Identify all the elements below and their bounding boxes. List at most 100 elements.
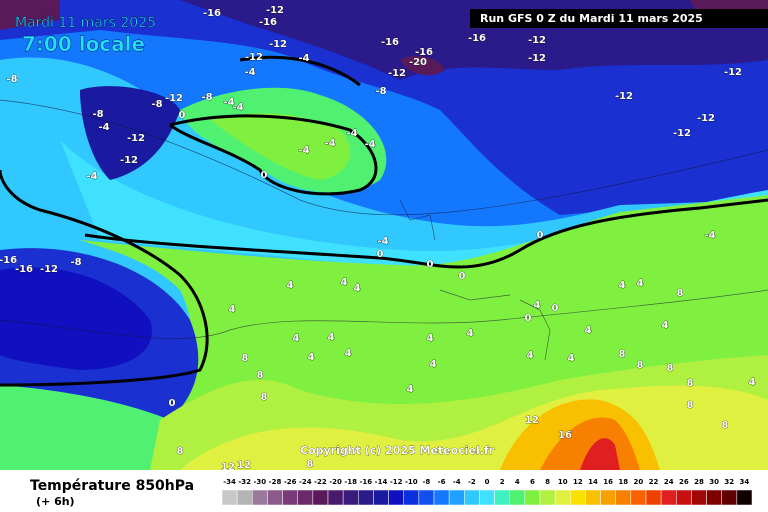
scale-label: -26 [284, 478, 297, 486]
scale-label: 18 [618, 478, 628, 486]
scale-swatch [691, 489, 707, 506]
contour-label: 8 [177, 446, 184, 457]
contour-label: -12 [673, 128, 691, 139]
contour-label: 4 [534, 300, 541, 311]
date: Mardi 11 mars 2025 [15, 15, 156, 31]
scale-label: -8 [423, 478, 431, 486]
scale-swatch [706, 489, 722, 506]
scale-label: -30 [254, 478, 267, 486]
contour-label: -4 [223, 97, 234, 108]
contour-label: 4 [637, 278, 644, 289]
scale-label: -20 [329, 478, 342, 486]
contour-label: 12 [221, 462, 235, 473]
scale-label: 14 [588, 478, 598, 486]
scale-swatch [600, 489, 616, 506]
contour-label: 4 [229, 304, 236, 315]
contour-label: 4 [585, 325, 592, 336]
contour-label: 8 [687, 400, 694, 411]
contour-label: -4 [86, 171, 97, 182]
scale-swatch [615, 489, 632, 506]
contour-label: 4 [427, 333, 434, 344]
contour-label: -8 [151, 99, 162, 110]
contour-label: -8 [92, 109, 103, 120]
scale-label: -34 [223, 478, 236, 486]
contour-label: 8 [677, 288, 684, 299]
scale-label: 24 [664, 478, 674, 486]
scale-swatch [282, 489, 298, 506]
scale-swatch [554, 489, 571, 506]
contour-label: 4 [287, 280, 294, 291]
scale-swatch [221, 489, 238, 506]
contour-label: -4 [98, 122, 109, 133]
scale-label: 2 [500, 478, 505, 486]
footer-step: (+ 6h) [36, 495, 75, 508]
scale-swatch [570, 489, 586, 506]
contour-label: 4 [354, 283, 361, 294]
contour-label: 8 [257, 370, 264, 381]
contour-label: -4 [377, 236, 388, 247]
isotherms [0, 55, 768, 387]
contour-label: -16 [0, 255, 17, 266]
scale-label: 26 [679, 478, 689, 486]
contour-label: 16 [558, 430, 572, 441]
scale-swatch [479, 489, 495, 506]
scale-swatch [585, 489, 601, 506]
scale-label: -10 [405, 478, 418, 486]
contour-label: -4 [364, 139, 375, 150]
contour-label: 0 [169, 398, 176, 409]
scale-swatch [236, 489, 253, 506]
contour-label: -12 [697, 113, 715, 124]
copyright: Copyright (c) 2025 Meteociel.fr [300, 444, 495, 457]
scale-label: 28 [694, 478, 704, 486]
scale-swatch [373, 489, 389, 506]
contour-label: 0 [377, 249, 384, 260]
scale-label: -4 [453, 478, 461, 486]
scale-label: -14 [375, 478, 388, 486]
scale-swatch [509, 489, 526, 506]
scale-label: 16 [603, 478, 613, 486]
scale-swatch [539, 489, 556, 506]
contour-label: -12 [388, 68, 406, 79]
contour-label: -4 [324, 138, 335, 149]
scale-swatch [494, 489, 510, 506]
contour-label: -16 [15, 264, 33, 275]
contour-label: -12 [269, 39, 287, 50]
contour-label: -8 [70, 257, 81, 268]
scale-label: -16 [360, 478, 373, 486]
contour-label: -12 [165, 93, 183, 104]
scale-swatch [342, 489, 359, 506]
contour-label: -8 [6, 74, 17, 85]
contour-label: 8 [722, 420, 729, 431]
contour-label: -4 [346, 128, 357, 139]
color-scale: -34 -32 -30 -28 -26 -24 -22 -20 -18 -16 -14 -12 -10-… [221, 478, 753, 506]
contour-label: 0 [427, 259, 434, 270]
contour-label: -4 [298, 145, 309, 156]
scale-swatch [524, 489, 541, 506]
scale-swatch [252, 489, 268, 506]
contour-label: 4 [527, 350, 534, 361]
scale-swatch [312, 489, 329, 506]
contour-label: 4 [328, 332, 335, 343]
contour-label: 0 [459, 271, 466, 282]
contour-label: 0 [552, 303, 559, 314]
scale-swatch [358, 489, 374, 506]
contour-label: 4 [345, 348, 352, 359]
scale-label: 0 [485, 478, 490, 486]
scale-label: -28 [269, 478, 282, 486]
contour-label: 0 [179, 110, 186, 121]
scale-label: 10 [558, 478, 568, 486]
scale-swatch [388, 489, 404, 506]
scale-label: -2 [468, 478, 476, 486]
scale-label: 30 [709, 478, 719, 486]
contour-label: 0 [261, 170, 268, 181]
scale-label: -12 [390, 478, 403, 486]
scale-swatch [297, 489, 314, 506]
contour-label: 12 [525, 415, 539, 426]
scale-swatch [327, 489, 344, 506]
scale-swatch [464, 489, 480, 506]
contour-label: -16 [259, 17, 277, 28]
contour-label: 4 [430, 359, 437, 370]
contour-label: 8 [307, 459, 314, 470]
scale-swatch [418, 489, 435, 506]
